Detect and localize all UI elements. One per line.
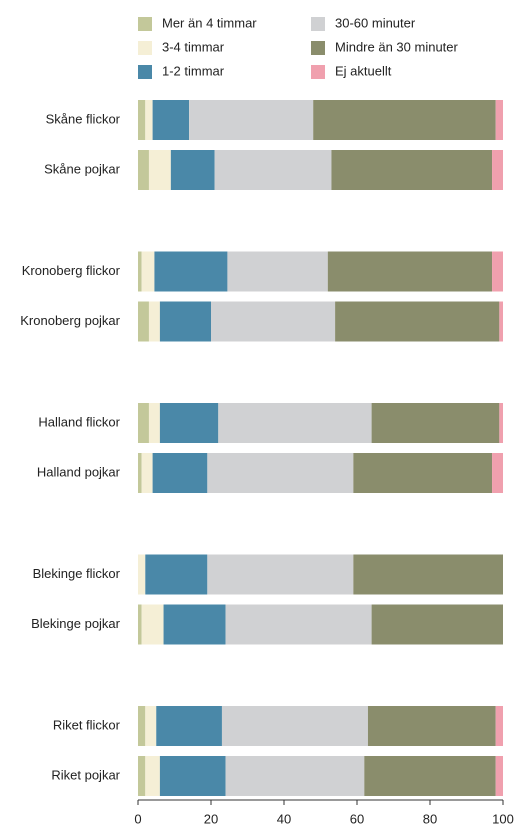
bar-segment [371, 604, 503, 645]
bar-segment [154, 251, 228, 292]
bar-segment [492, 453, 503, 493]
bar-segment [148, 403, 160, 443]
category-label: Halland pojkar [37, 464, 121, 479]
legend-label: Ej aktuellt [335, 63, 392, 78]
category-label: Riket pojkar [51, 767, 120, 782]
bar-segment [159, 756, 226, 796]
legend-swatch [311, 17, 325, 31]
bar-segment [138, 100, 146, 140]
bar-segment [225, 604, 372, 645]
bar-segment [145, 100, 153, 140]
bar-segment [313, 100, 496, 140]
bar-segment [331, 150, 493, 190]
bar-segment [145, 554, 208, 595]
legend-swatch [311, 65, 325, 79]
bar-segment [499, 301, 503, 342]
bar-segment [327, 251, 493, 292]
bar-segment [353, 554, 503, 595]
legend-swatch [138, 65, 152, 79]
category-label: Riket flickor [53, 717, 121, 732]
bar-segment [335, 301, 500, 342]
bar-segment [225, 756, 365, 796]
bar-segment [138, 150, 149, 190]
category-label: Blekinge pojkar [31, 616, 121, 631]
bar-segment [141, 453, 153, 493]
bar-segment [152, 453, 208, 493]
bar-segment [138, 604, 142, 645]
x-tick-label: 100 [492, 811, 514, 826]
bar-segment [141, 251, 155, 292]
bar-segment [159, 301, 211, 342]
legend-label: 30-60 minuter [335, 15, 416, 30]
bar-segment [492, 150, 503, 190]
bar-segment [221, 706, 368, 746]
bar-segment [163, 604, 226, 645]
bar-segment [138, 554, 146, 595]
bar-segment [138, 756, 146, 796]
bar-segment [495, 756, 503, 796]
bar-segment [189, 100, 314, 140]
bar-segment [170, 150, 215, 190]
category-label: Kronoberg flickor [22, 263, 121, 278]
x-tick-label: 60 [350, 811, 364, 826]
bar-segment [492, 251, 503, 292]
bar-segment [138, 251, 142, 292]
x-tick-label: 40 [277, 811, 291, 826]
x-tick-label: 80 [423, 811, 437, 826]
bar-segment [371, 403, 500, 443]
bar-segment [145, 756, 160, 796]
x-tick-label: 20 [204, 811, 218, 826]
bar-segment [156, 706, 222, 746]
category-label: Blekinge flickor [33, 566, 121, 581]
bar-segment [495, 100, 503, 140]
legend-label: Mer än 4 timmar [162, 15, 257, 30]
bar-segment [152, 100, 190, 140]
bar-segment [138, 403, 149, 443]
bar-segment [141, 604, 164, 645]
legend-swatch [138, 41, 152, 55]
category-label: Skåne pojkar [44, 161, 121, 176]
bar-segment [367, 706, 496, 746]
bar-segment [214, 150, 332, 190]
bar-segment [148, 301, 160, 342]
x-tick-label: 0 [134, 811, 141, 826]
bar-segment [218, 403, 372, 443]
bar-segment [138, 706, 146, 746]
category-label: Skåne flickor [46, 111, 121, 126]
legend-swatch [311, 41, 325, 55]
bar-segment [148, 150, 171, 190]
bar-segment [145, 706, 157, 746]
bar-segment [159, 403, 219, 443]
bar-segment [138, 453, 142, 493]
category-label: Kronoberg pojkar [20, 313, 120, 328]
category-label: Halland flickor [38, 414, 120, 429]
bar-segment [495, 706, 503, 746]
bar-segment [207, 453, 354, 493]
bar-segment [227, 251, 328, 292]
bar-segment [207, 554, 354, 595]
legend-label: Mindre än 30 minuter [335, 39, 459, 54]
bar-segment [138, 301, 149, 342]
bar-segment [353, 453, 493, 493]
bar-segment [211, 301, 336, 342]
legend-swatch [138, 17, 152, 31]
bar-segment [499, 403, 503, 443]
legend-label: 3-4 timmar [162, 39, 225, 54]
legend-label: 1-2 timmar [162, 63, 225, 78]
bar-segment [364, 756, 496, 796]
